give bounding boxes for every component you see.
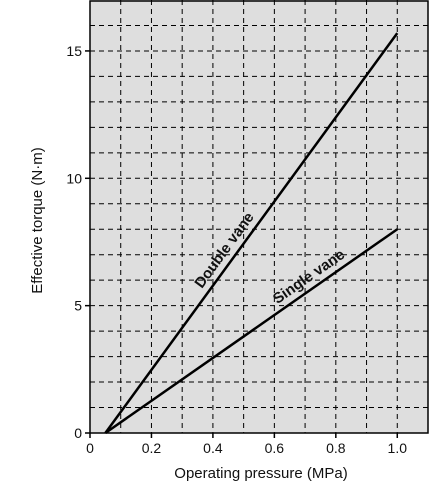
x-tick-label: 0.8 <box>326 440 346 456</box>
tick-labels: 0 0.2 0.4 0.6 0.8 1.0 0 5 10 15 <box>66 43 407 456</box>
plot-area <box>90 0 428 433</box>
y-tick-label: 0 <box>74 425 82 441</box>
x-tick-label: 0.6 <box>265 440 285 456</box>
y-axis-label: Effective torque (N·m) <box>29 147 46 293</box>
y-tick-label: 15 <box>66 43 82 59</box>
y-tick-label: 10 <box>66 170 82 186</box>
series-line-single-vane <box>104 228 398 435</box>
series-line-double-vane <box>104 32 399 434</box>
x-axis-label: Operating pressure (MPa) <box>174 465 347 482</box>
x-tick-label: 0.2 <box>142 440 162 456</box>
x-tick-label: 0.4 <box>203 440 223 456</box>
plot-frame <box>89 0 429 434</box>
y-tick-label: 5 <box>74 298 82 314</box>
grid-lines <box>90 0 428 433</box>
x-tick-label: 1.0 <box>388 440 408 456</box>
x-tick-label: 0 <box>86 440 94 456</box>
series-lines <box>104 32 399 435</box>
axes <box>85 0 429 438</box>
